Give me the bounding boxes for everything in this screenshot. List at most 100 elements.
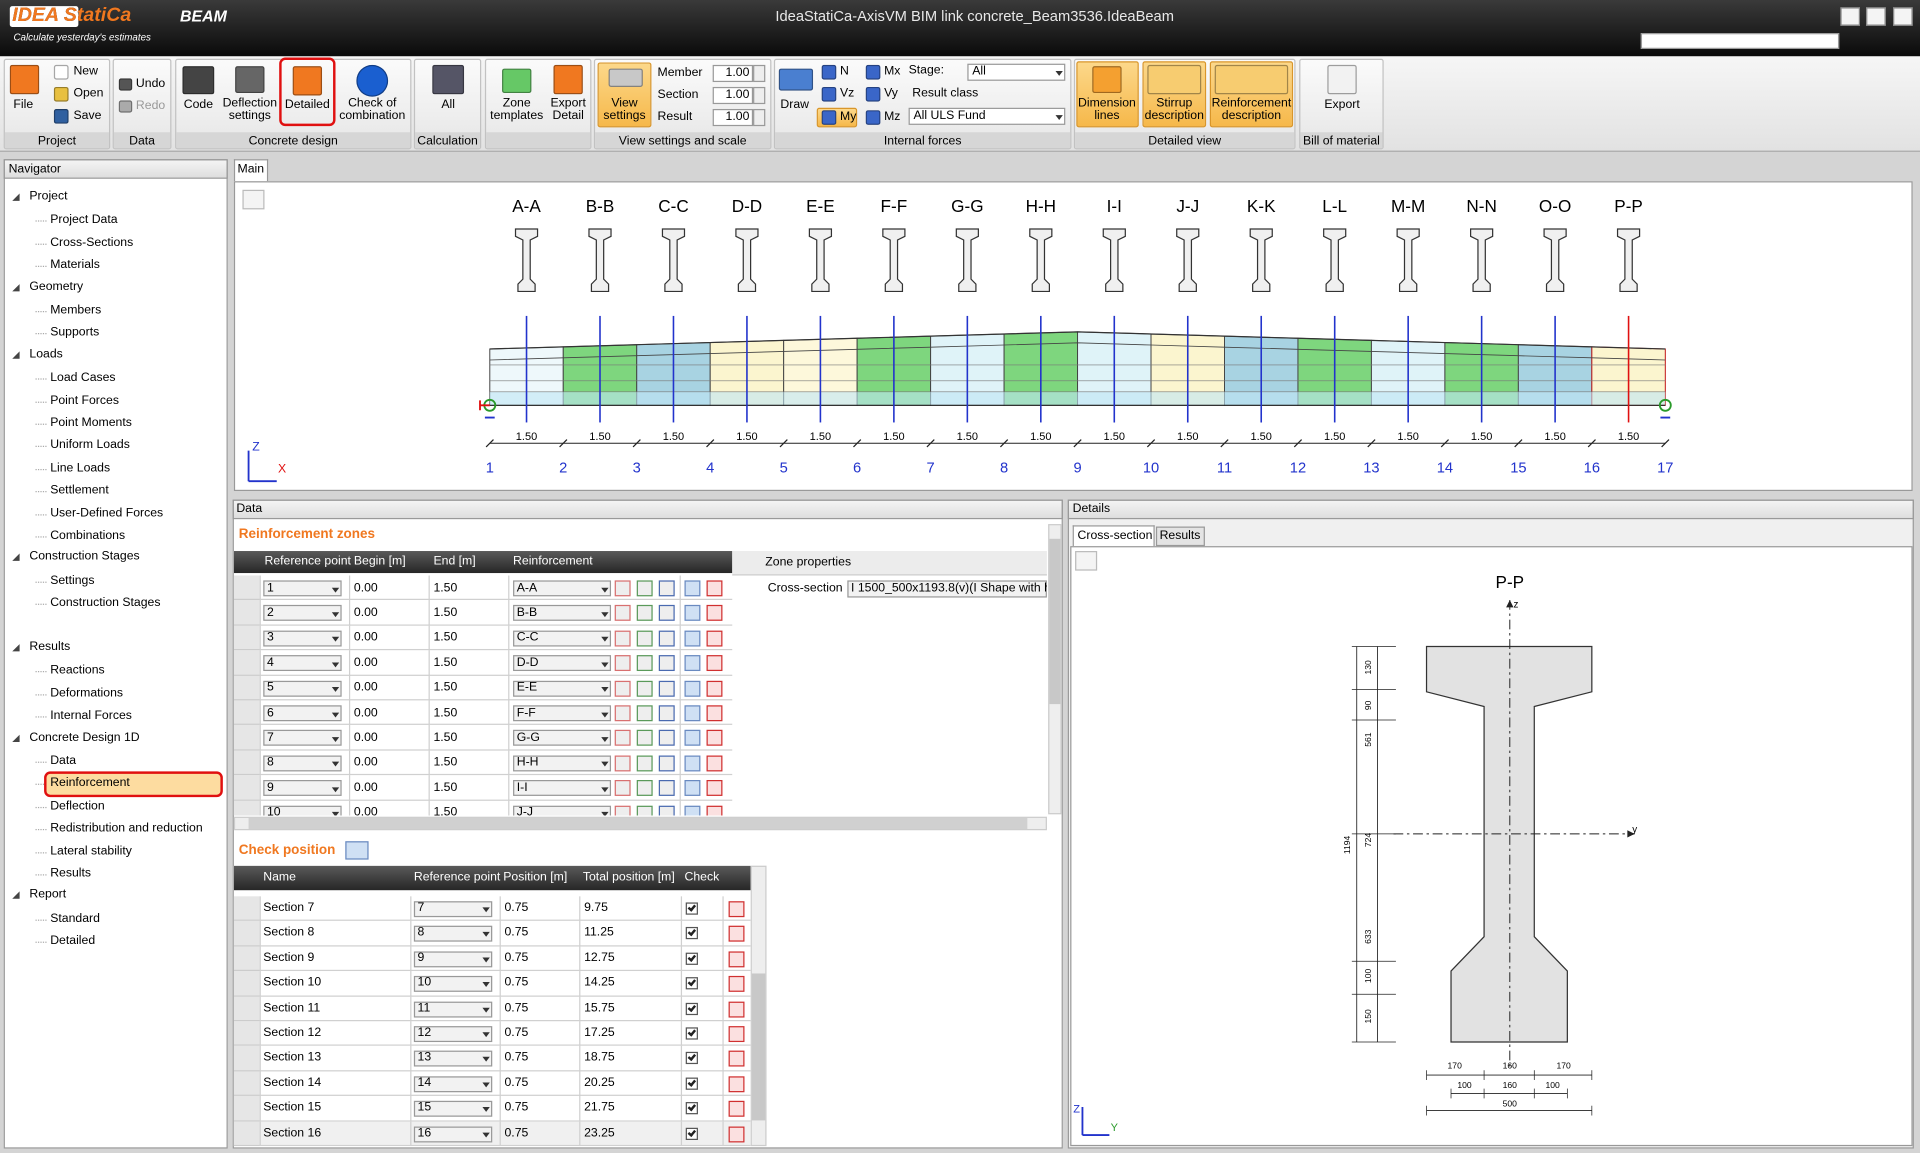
delete-row[interactable] — [728, 976, 745, 993]
ribbon-button[interactable]: N — [840, 64, 849, 79]
dropdown[interactable] — [513, 655, 612, 672]
scale-input[interactable] — [712, 86, 754, 105]
dropdown[interactable] — [413, 1076, 493, 1092]
scale-value[interactable]: 1.00 — [725, 88, 750, 102]
row-action[interactable] — [636, 805, 653, 816]
row-action[interactable] — [614, 705, 631, 722]
cell[interactable]: B-B — [516, 605, 538, 620]
tab[interactable] — [1072, 525, 1155, 547]
cell[interactable]: H-H — [516, 755, 539, 770]
dropdown[interactable] — [413, 1126, 493, 1142]
row-action[interactable] — [614, 780, 631, 797]
tree-item[interactable]: Point Forces — [50, 393, 119, 408]
delete-row[interactable] — [706, 630, 723, 647]
delete-row[interactable] — [728, 926, 745, 943]
ribbon-button[interactable]: Undo — [135, 77, 166, 91]
row-action[interactable] — [614, 655, 631, 672]
tree-item[interactable]: Materials — [50, 258, 100, 273]
dropdown[interactable] — [263, 655, 342, 672]
stage-dropdown[interactable] — [967, 63, 1066, 81]
add-row[interactable] — [684, 705, 701, 722]
tree-item[interactable]: Point Moments — [50, 416, 132, 430]
dropdown[interactable] — [263, 780, 342, 797]
row-action[interactable] — [658, 755, 675, 772]
tree-item[interactable]: Uniform Loads — [50, 438, 130, 453]
tree-item[interactable]: Detailed — [50, 934, 96, 948]
cell[interactable]: 5 — [266, 680, 274, 695]
tree-item[interactable]: Settlement — [50, 483, 109, 498]
tree-item[interactable]: Redistribution and reduction — [50, 821, 203, 836]
dropdown[interactable] — [263, 705, 342, 722]
cell[interactable]: D-D — [516, 655, 539, 670]
delete-row[interactable] — [706, 655, 723, 672]
row-action[interactable] — [636, 705, 653, 722]
cell[interactable]: 2 — [266, 605, 274, 620]
tree-item[interactable]: Lateral stability — [50, 844, 132, 858]
maximize-button[interactable] — [1866, 7, 1886, 26]
checkbox[interactable] — [685, 927, 698, 940]
ribbon-button[interactable]: Reinforcement description — [1211, 96, 1292, 123]
dropdown[interactable] — [513, 705, 612, 722]
tab[interactable] — [1155, 526, 1205, 547]
dropdown[interactable] — [263, 755, 342, 772]
tree-group[interactable]: Loads — [29, 347, 63, 361]
tree-item[interactable]: Cross-Sections — [50, 236, 134, 250]
delete-row[interactable] — [706, 580, 723, 597]
ribbon-button[interactable]: Zone templates — [490, 96, 544, 123]
tree-item[interactable]: Construction Stages — [50, 596, 161, 611]
add-row[interactable] — [684, 755, 701, 772]
tree-item[interactable]: Project Data — [50, 213, 118, 228]
dropdown[interactable] — [413, 976, 493, 993]
tree-group[interactable]: Results — [29, 640, 71, 654]
tree-group[interactable]: Report — [29, 888, 67, 902]
tree-item[interactable]: Reactions — [50, 664, 105, 678]
cell[interactable]: 15 — [417, 1101, 432, 1115]
tree-item[interactable]: Combinations — [50, 528, 126, 543]
cell[interactable]: 7 — [417, 901, 425, 915]
row-action[interactable] — [614, 605, 631, 622]
row-action[interactable] — [636, 580, 653, 597]
tree-item[interactable]: Reinforcement — [50, 776, 130, 791]
cell[interactable]: 13 — [417, 1051, 432, 1065]
dropdown[interactable] — [413, 1001, 493, 1018]
spinner[interactable] — [753, 64, 766, 83]
tree-item[interactable]: Results — [50, 866, 92, 881]
dropdown[interactable] — [413, 951, 493, 968]
row-action[interactable] — [636, 755, 653, 772]
close-button[interactable] — [1893, 7, 1913, 26]
row-action[interactable] — [636, 630, 653, 647]
ribbon-button[interactable]: All — [441, 97, 455, 112]
ribbon-button[interactable]: Export — [1324, 97, 1360, 112]
cell[interactable]: 10 — [266, 805, 281, 816]
ribbon-button[interactable]: Mz — [884, 110, 901, 124]
search-box[interactable] — [1640, 33, 1840, 49]
delete-row[interactable] — [706, 605, 723, 622]
row-action[interactable] — [658, 805, 675, 816]
add-row[interactable] — [684, 805, 701, 816]
delete-row[interactable] — [728, 1101, 745, 1117]
row-action[interactable] — [614, 580, 631, 597]
fit-button[interactable] — [1075, 551, 1098, 571]
ribbon-button[interactable]: Vy — [884, 86, 898, 101]
spinner[interactable] — [753, 86, 766, 105]
delete-row[interactable] — [728, 1001, 745, 1018]
checkbox[interactable] — [685, 1077, 698, 1090]
checkbox[interactable] — [685, 1102, 698, 1115]
row-action[interactable] — [614, 755, 631, 772]
ribbon-button[interactable]: Draw — [780, 97, 809, 112]
dropdown[interactable] — [263, 580, 342, 597]
cell[interactable]: 9 — [266, 780, 274, 795]
row-action[interactable] — [658, 780, 675, 797]
row-action[interactable] — [636, 655, 653, 672]
add-check[interactable] — [345, 841, 369, 860]
checkbox[interactable] — [685, 1002, 698, 1015]
tree-item[interactable]: Internal Forces — [50, 709, 132, 723]
ribbon-button[interactable]: My — [840, 110, 857, 124]
dropdown[interactable] — [513, 580, 612, 597]
dropdown[interactable] — [413, 1026, 493, 1043]
cell[interactable]: 8 — [417, 926, 425, 940]
ribbon-button[interactable]: Vz — [840, 86, 855, 101]
delete-row[interactable] — [706, 680, 723, 697]
tree-group[interactable]: Concrete Design 1D — [29, 730, 140, 744]
cell[interactable]: 16 — [417, 1126, 432, 1140]
